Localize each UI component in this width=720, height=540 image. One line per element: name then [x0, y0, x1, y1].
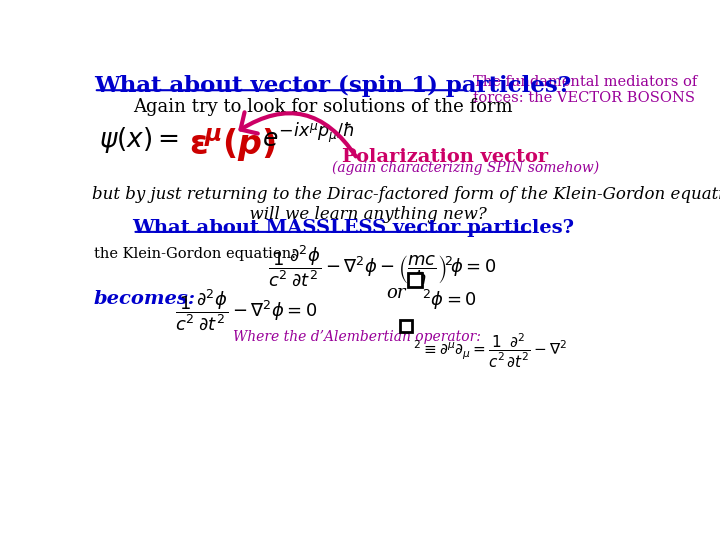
Text: $e^{-ix^{\mu}p_{\mu}/\hbar}$: $e^{-ix^{\mu}p_{\mu}/\hbar}$	[262, 125, 355, 153]
Text: Polarization vector: Polarization vector	[342, 148, 548, 166]
Text: but by just returning to the Dirac-factored form of the Klein-Gordon equation,
 : but by just returning to the Dirac-facto…	[92, 186, 720, 223]
Text: the Klein-Gordon equation:: the Klein-Gordon equation:	[94, 247, 296, 261]
Text: $\dfrac{1}{c^2}\dfrac{\partial^2\phi}{\partial t^2} - \nabla^2\phi = 0$: $\dfrac{1}{c^2}\dfrac{\partial^2\phi}{\p…	[175, 288, 318, 333]
Text: Where the d’Alembertian operator:: Where the d’Alembertian operator:	[233, 330, 481, 343]
Text: Again try to look for solutions of the form: Again try to look for solutions of the f…	[132, 98, 512, 116]
Text: $\boldsymbol{\varepsilon}^{\!\boldsymbol{\mu}}\boldsymbol{(p)}$: $\boldsymbol{\varepsilon}^{\!\boldsymbol…	[189, 126, 276, 164]
Text: The fundamental mediators of
forces: the VECTOR BOSONS: The fundamental mediators of forces: the…	[473, 75, 697, 105]
Bar	[400, 320, 413, 332]
Text: $\dfrac{1}{c^2}\dfrac{\partial^2\phi}{\partial t^2} - \nabla^2\phi - \left(\dfra: $\dfrac{1}{c^2}\dfrac{\partial^2\phi}{\p…	[269, 244, 496, 288]
Text: becomes:: becomes:	[94, 289, 196, 308]
Text: $^2\phi = 0$: $^2\phi = 0$	[423, 288, 477, 312]
Text: (again characterizing SPIN somehow): (again characterizing SPIN somehow)	[332, 160, 599, 174]
Text: or: or	[386, 284, 405, 302]
Text: What about MASSLESS vector particles?: What about MASSLESS vector particles?	[132, 219, 575, 237]
Text: What about vector (spin 1) particles?: What about vector (spin 1) particles?	[94, 75, 571, 97]
Bar	[408, 273, 422, 287]
Text: $^2 \equiv \partial^{\mu}\partial_{\mu} = \dfrac{1}{c^2}\dfrac{\partial^2}{\part: $^2 \equiv \partial^{\mu}\partial_{\mu} …	[413, 332, 568, 370]
FancyArrowPatch shape	[240, 112, 356, 157]
Text: $\psi(x) = $: $\psi(x) = $	[99, 125, 179, 155]
